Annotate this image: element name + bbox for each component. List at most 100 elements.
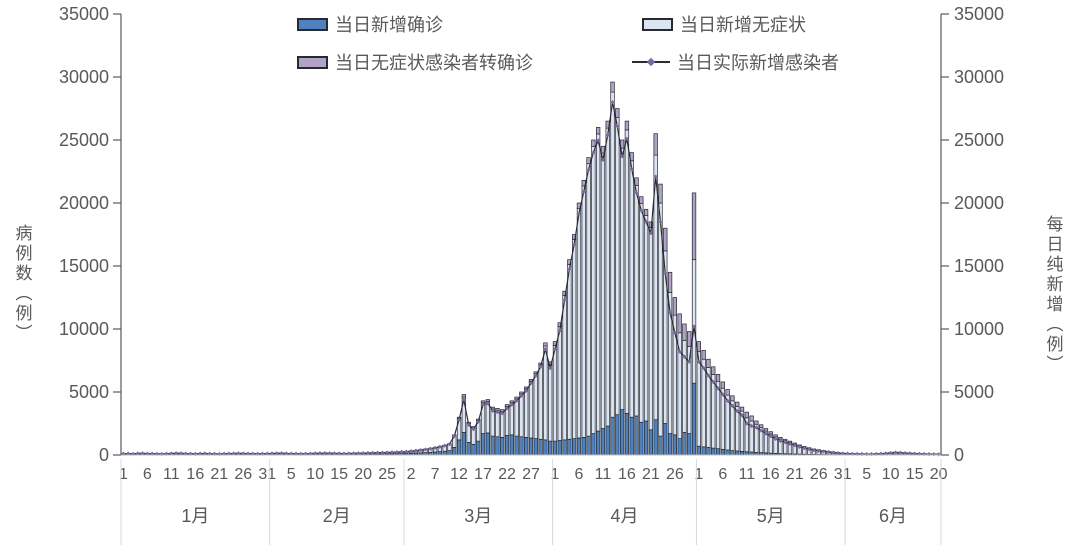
bar-segment [639,196,644,204]
bar-segment [509,402,514,436]
line-marker [624,136,630,141]
bar-segment [562,295,567,441]
bar-segment [514,435,519,456]
line-marker [562,297,567,303]
bar-segment [610,91,615,418]
x-tick-label: 26 [234,466,252,483]
bar-segment [639,421,644,456]
line-marker [667,310,673,315]
bar-segment [763,428,769,432]
line-marker [773,436,778,441]
bar-segment [619,409,625,456]
line-marker [504,406,510,411]
x-tick-label: 1 [551,466,560,483]
bar-segment [643,208,649,216]
line-marker [720,392,725,397]
bar-segment [759,424,764,429]
line-marker [576,211,582,216]
bar-segment [552,345,558,442]
bar-segment [615,116,620,416]
x-tick-label: 6 [143,466,152,483]
line-marker [361,451,366,456]
bar-segment [524,437,529,456]
line-marker [389,450,395,455]
bar-segment [562,290,567,296]
bar-segment [572,234,577,240]
line-marker [236,451,241,456]
line-marker [677,349,682,354]
bar-segment [504,406,510,436]
month-label: 1月 [181,506,209,526]
line-marker [322,451,327,456]
bar-segment [672,297,678,316]
month-axis: 1月 2月 3月 4月 5月 6月 [120,459,942,545]
line-marker [663,271,668,276]
line-marker [931,452,936,457]
line-marker [620,154,625,159]
line-marker [202,451,208,456]
bar-segment [543,439,548,456]
x-tick-label: 6 [575,466,584,483]
bar-segment [691,382,697,456]
bar-segment [677,313,682,334]
line-marker [682,354,687,359]
bar-segment [490,408,495,437]
bar-segment [663,423,668,456]
bar-segment [639,203,644,423]
y-tick-label-right: 0 [954,445,964,465]
line-marker [437,444,442,449]
bar-segment [567,264,572,440]
bar-segment [500,437,505,456]
x-tick-label: 7 [431,466,440,483]
x-tick-label: 17 [474,466,492,483]
bar-segment [725,389,730,396]
y-axis-left: 0 5000 10000 15000 20000 25000 30000 35000 [59,4,122,465]
bar-segment [600,152,606,429]
bar-segment [715,374,721,382]
line-marker [332,451,337,456]
bar-segment [504,435,510,456]
line-marker [821,449,826,454]
month-label: 3月 [464,506,492,526]
bar-segment [691,259,697,384]
x-tick-label: 11 [163,466,180,483]
bar-segment [696,351,701,447]
y-axis-title-right: 每日纯新增（例） [1043,215,1063,375]
line-marker [370,450,375,455]
line-marker [898,450,903,455]
bar-segment [485,399,490,402]
y-tick-label-right: 10000 [954,319,1004,339]
bar-segment [643,215,649,422]
line-marker [447,442,452,447]
x-tick-label: 16 [186,466,204,483]
month-label: 6月 [879,506,907,526]
line-marker [135,451,140,456]
y-tick-label-left: 25000 [59,130,109,150]
x-tick-label: 15 [906,466,924,483]
line-marker [456,417,462,422]
line-marker [485,401,490,406]
line-marker [221,451,227,456]
line-marker [864,452,869,457]
bar-segment [711,374,716,449]
bar-segment [730,400,735,451]
line-marker [605,133,610,138]
bar-segment [749,415,754,422]
line-marker [169,451,174,456]
bar-segment [461,431,467,456]
line-marker [250,451,255,456]
x-tick-label: 25 [378,466,396,483]
bar-segment [701,350,706,360]
x-tick-label: 21 [210,466,228,483]
x-tick-label: 16 [762,466,780,483]
x-tick-label: 20 [930,466,948,483]
line-marker [581,189,586,194]
line-marker [783,440,788,445]
y-tick-label-left: 10000 [59,319,109,339]
line-marker [356,451,361,456]
bar-segment [552,440,558,456]
line-marker [533,373,538,378]
line-marker [404,449,409,454]
line-marker [600,157,606,163]
